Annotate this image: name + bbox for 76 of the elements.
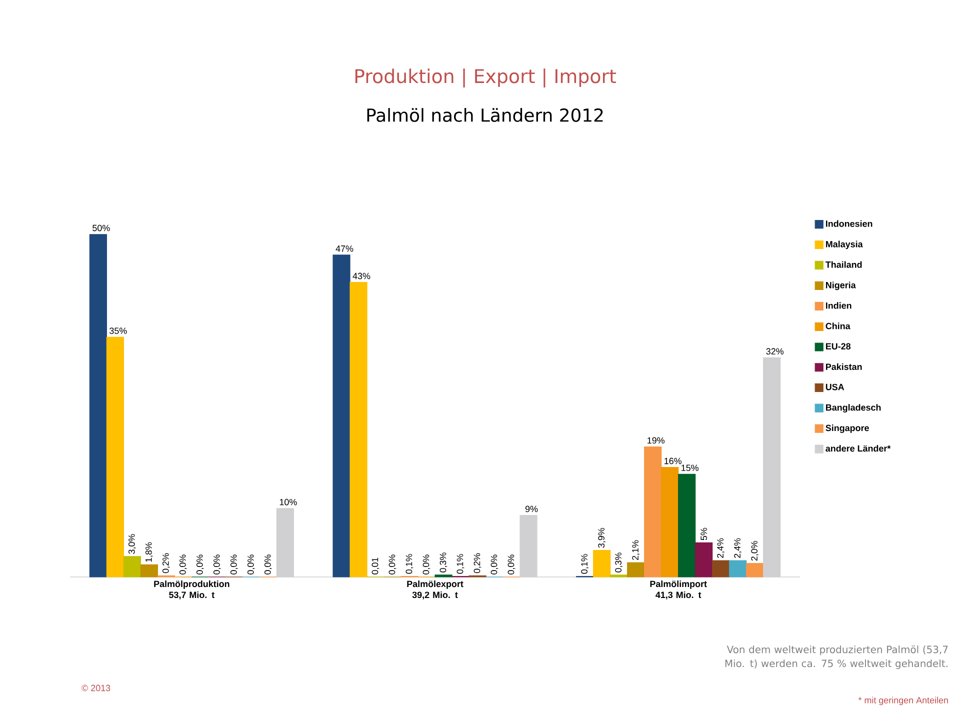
bar xyxy=(610,574,628,578)
data-label: 0,2% xyxy=(474,553,482,574)
data-label: 0,0% xyxy=(179,554,187,574)
bar xyxy=(123,556,141,578)
bar xyxy=(89,234,107,578)
data-label: 0,1% xyxy=(406,554,414,574)
data-label: 0,3% xyxy=(440,552,448,572)
bar xyxy=(332,254,350,578)
data-label: 1,8% xyxy=(145,542,153,562)
bar xyxy=(106,336,124,578)
bar xyxy=(712,560,730,578)
data-label: 0,01 xyxy=(372,558,380,574)
data-label: 0,0% xyxy=(490,554,498,574)
data-label: 35% xyxy=(110,328,127,334)
bar xyxy=(276,508,294,578)
legend-label: USA xyxy=(826,384,844,390)
data-label: 0,0% xyxy=(247,554,255,574)
data-label: 32% xyxy=(766,348,784,355)
data-label: 9% xyxy=(525,506,538,512)
text: Von dem weltweit produzierten Palmöl (53,7 Mio. t) werden ca. 75 % weltweit gehandelt. xyxy=(725,645,948,670)
data-label: 0,0% xyxy=(508,554,516,574)
legend-label: Indien xyxy=(826,302,852,309)
data-label: 2,4% xyxy=(717,538,725,558)
x-tick-label: Palmölproduktion 53,7 Mio. t xyxy=(154,580,230,600)
data-label: 0,0% xyxy=(422,554,430,574)
legend-label: andere Länder* xyxy=(826,445,891,452)
bar xyxy=(350,282,368,578)
data-label: 19% xyxy=(648,437,664,444)
data-label: 0,0% xyxy=(388,554,396,574)
legend-label: Thailand xyxy=(826,261,862,268)
data-label: 10% xyxy=(280,498,297,506)
data-label: 47% xyxy=(336,245,354,252)
data-label: 0,0% xyxy=(264,554,272,574)
data-label: 50% xyxy=(92,224,110,232)
data-label: 5% xyxy=(700,528,708,540)
legend-label: Indonesien xyxy=(826,220,872,227)
data-label: 2,4% xyxy=(734,538,742,558)
bar xyxy=(746,562,764,578)
text: © 2013 xyxy=(82,684,110,692)
legend-label: Nigeria xyxy=(826,282,856,290)
bar xyxy=(661,467,679,578)
bar xyxy=(140,564,158,578)
bar xyxy=(695,542,713,578)
bar xyxy=(729,560,747,578)
legend-label: Malaysia xyxy=(826,240,863,250)
bar xyxy=(763,357,781,578)
x-tick-label: Palmölexport 39,2 Mio. t xyxy=(407,580,464,600)
bar xyxy=(678,474,696,578)
data-label: 0,0% xyxy=(196,554,204,574)
legend-label: China xyxy=(826,322,850,330)
data-label: 2,1% xyxy=(632,540,640,560)
legend-label: Singapore xyxy=(826,424,869,433)
data-label: 2,0% xyxy=(751,540,759,561)
chart-subtitle: Palmöl nach Ländern 2012 xyxy=(367,108,603,122)
bar xyxy=(627,562,645,578)
bar xyxy=(434,574,452,578)
data-label: 0,0% xyxy=(230,554,238,574)
bar xyxy=(593,550,611,578)
bar xyxy=(520,515,538,578)
legend-label: EU-28 xyxy=(826,343,851,350)
data-label: 15% xyxy=(682,464,698,472)
data-label: 3,9% xyxy=(598,528,606,548)
legend-label: Bangladesch xyxy=(826,404,881,412)
data-label: 3,0% xyxy=(128,534,136,554)
chart-title: Produktion | Export | Import xyxy=(355,68,616,88)
text: * mit geringen Anteilen xyxy=(858,696,948,706)
data-label: 0,3% xyxy=(615,552,623,572)
data-label: 0,1% xyxy=(456,554,464,574)
data-label: 43% xyxy=(352,272,370,280)
data-label: 0,1% xyxy=(581,554,589,574)
data-label: 16% xyxy=(664,458,682,464)
data-label: 0,2% xyxy=(162,553,170,574)
x-tick-label: Palmölimport 41,3 Mio. t xyxy=(650,580,707,600)
data-label: 0,0% xyxy=(213,554,221,574)
legend-label: Pakistan xyxy=(826,363,862,370)
bar xyxy=(644,446,662,578)
